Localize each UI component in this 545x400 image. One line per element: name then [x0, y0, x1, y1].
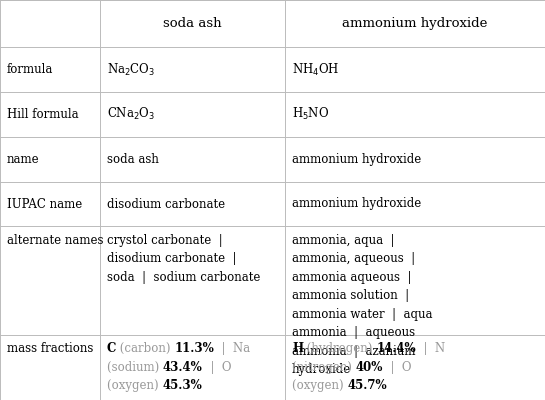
Text: ammonium hydroxide: ammonium hydroxide — [292, 153, 421, 166]
Text: 11.3%: 11.3% — [174, 342, 214, 355]
Text: |  O: | O — [383, 361, 411, 374]
Text: alternate names: alternate names — [7, 234, 104, 246]
Text: (hydrogen): (hydrogen) — [303, 342, 377, 355]
Text: |  Na: | Na — [214, 342, 250, 355]
Text: 40%: 40% — [356, 361, 383, 374]
Text: soda ash: soda ash — [163, 17, 222, 30]
Text: (oxygen): (oxygen) — [292, 380, 348, 392]
Text: 14.4%: 14.4% — [377, 342, 416, 355]
Text: 43.4%: 43.4% — [163, 361, 203, 374]
Text: C: C — [107, 342, 116, 355]
Text: disodium carbonate: disodium carbonate — [107, 198, 225, 210]
Text: CNa$_2$O$_3$: CNa$_2$O$_3$ — [107, 106, 155, 122]
Text: formula: formula — [7, 63, 53, 76]
Text: IUPAC name: IUPAC name — [7, 198, 82, 210]
Text: H$_5$NO: H$_5$NO — [292, 106, 329, 122]
Text: NH$_4$OH: NH$_4$OH — [292, 62, 340, 78]
Text: Hill formula: Hill formula — [7, 108, 78, 121]
Text: 45.3%: 45.3% — [162, 380, 202, 392]
Text: (carbon): (carbon) — [116, 342, 174, 355]
Text: |  N: | N — [416, 342, 445, 355]
Text: mass fractions: mass fractions — [7, 342, 93, 355]
Text: soda ash: soda ash — [107, 153, 159, 166]
Text: ammonium hydroxide: ammonium hydroxide — [342, 17, 488, 30]
Text: |  O: | O — [203, 361, 231, 374]
Text: (nitrogen): (nitrogen) — [292, 361, 356, 374]
Text: H: H — [292, 342, 303, 355]
Text: ammonium hydroxide: ammonium hydroxide — [292, 198, 421, 210]
Text: (sodium): (sodium) — [107, 361, 163, 374]
Text: Na$_2$CO$_3$: Na$_2$CO$_3$ — [107, 62, 155, 78]
Text: (oxygen): (oxygen) — [107, 380, 162, 392]
Text: ammonia, aqua  |
ammonia, aqueous  |
ammonia aqueous  |
ammonia solution  |
ammo: ammonia, aqua | ammonia, aqueous | ammon… — [292, 234, 433, 376]
Text: 45.7%: 45.7% — [348, 380, 387, 392]
Text: name: name — [7, 153, 40, 166]
Text: crystol carbonate  |
disodium carbonate  |
soda  |  sodium carbonate: crystol carbonate | disodium carbonate |… — [107, 234, 260, 284]
